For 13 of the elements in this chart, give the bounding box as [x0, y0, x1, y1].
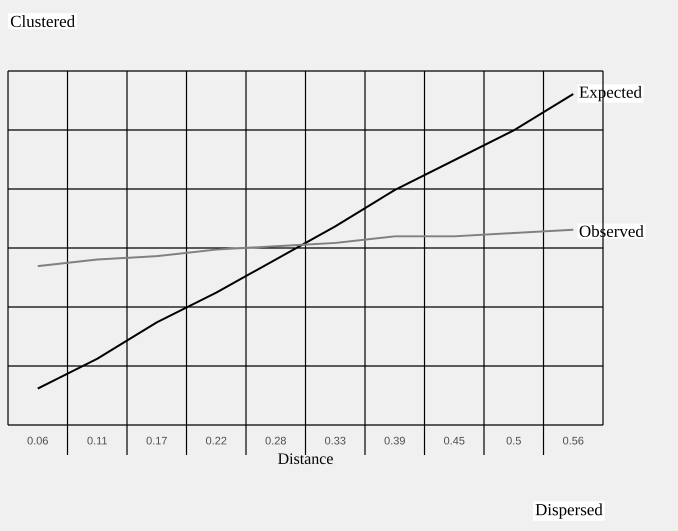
x-tick-label: 0.56	[563, 436, 584, 445]
x-tick-label: 0.45	[444, 436, 464, 445]
x-tick-label: 0.33	[325, 436, 346, 445]
x-axis-title: Distance	[278, 453, 333, 464]
text: Dispersed	[536, 503, 603, 519]
x-tick-label: 0.22	[206, 436, 226, 445]
x-tick-label: 0.17	[146, 436, 167, 445]
x-tick-label: 0.06	[28, 436, 48, 445]
x-tick-label: 0.11	[87, 436, 107, 445]
x-tick-label: 0.5	[506, 436, 521, 445]
text: Clustered	[10, 15, 75, 28]
x-tick-label: 0.39	[384, 436, 405, 445]
x-tick-label: 0.28	[266, 436, 286, 445]
